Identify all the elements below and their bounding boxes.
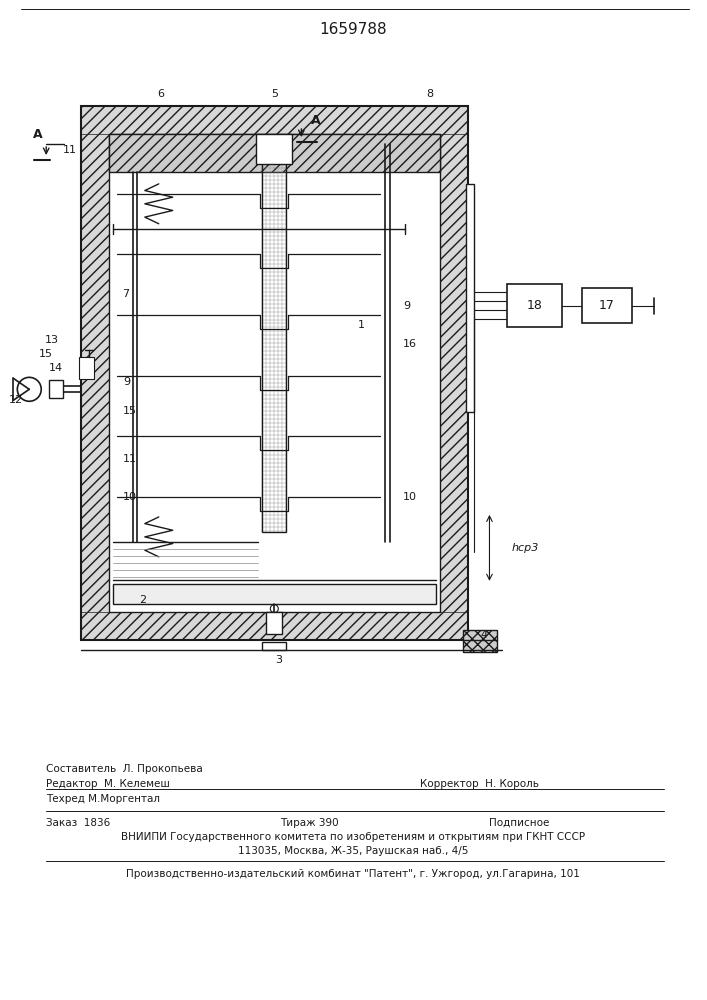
Text: hср3: hср3: [511, 543, 539, 553]
Bar: [81, 106, 467, 134]
Text: Составитель  Л. Прокопьева: Составитель Л. Прокопьева: [46, 764, 203, 774]
Bar: [508, 284, 562, 327]
Bar: [257, 134, 292, 164]
Text: Корректор  Н. Король: Корректор Н. Король: [420, 779, 539, 789]
Text: Техред М.Моргентал: Техред М.Моргентал: [46, 794, 160, 804]
Bar: [79, 357, 94, 379]
Bar: [81, 106, 467, 640]
Text: Редактор  М. Келемеш: Редактор М. Келемеш: [46, 779, 170, 789]
Circle shape: [270, 152, 279, 160]
Text: 3: 3: [275, 655, 282, 665]
Text: 15: 15: [39, 349, 53, 359]
Circle shape: [18, 377, 41, 401]
Bar: [109, 134, 440, 172]
Text: 4: 4: [481, 630, 488, 640]
Text: 8: 8: [426, 89, 433, 99]
Bar: [462, 630, 498, 652]
Text: 18: 18: [527, 299, 543, 312]
Text: Тираж 390: Тираж 390: [280, 818, 339, 828]
Text: Производственно-издательский комбинат "Патент", г. Ужгород, ул.Гагарина, 101: Производственно-издательский комбинат "П…: [126, 869, 580, 879]
Text: 13: 13: [45, 335, 59, 345]
Bar: [267, 612, 282, 634]
Text: 1659788: 1659788: [319, 22, 387, 37]
Bar: [582, 288, 632, 323]
Bar: [109, 134, 440, 612]
Bar: [262, 144, 286, 532]
Text: 6: 6: [157, 89, 164, 99]
Text: A: A: [310, 114, 320, 127]
Text: 10: 10: [403, 492, 417, 502]
Text: 17: 17: [599, 299, 615, 312]
Bar: [465, 184, 474, 412]
Text: 2: 2: [139, 595, 146, 605]
Text: 16: 16: [403, 339, 417, 349]
Text: 15: 15: [123, 406, 137, 416]
Bar: [440, 106, 467, 640]
Text: 10: 10: [123, 492, 137, 502]
Text: 5: 5: [271, 89, 278, 99]
Text: 12: 12: [9, 395, 23, 405]
Text: 11: 11: [123, 454, 137, 464]
Text: 9: 9: [123, 377, 130, 387]
Bar: [113, 584, 436, 604]
Bar: [262, 642, 286, 650]
Text: 14: 14: [49, 363, 63, 373]
Text: Заказ  1836: Заказ 1836: [46, 818, 110, 828]
Text: Подписное: Подписное: [489, 818, 550, 828]
Bar: [81, 612, 467, 640]
Text: 7: 7: [122, 289, 129, 299]
Text: 113035, Москва, Ж-35, Раушская наб., 4/5: 113035, Москва, Ж-35, Раушская наб., 4/5: [238, 846, 468, 856]
Text: ВНИИПИ Государственного комитета по изобретениям и открытиям при ГКНТ СССР: ВНИИПИ Государственного комитета по изоб…: [121, 832, 585, 842]
Circle shape: [270, 605, 279, 613]
Text: 1: 1: [358, 320, 365, 330]
Bar: [49, 380, 63, 398]
Text: 9: 9: [403, 301, 410, 311]
Bar: [81, 106, 109, 640]
Text: 11: 11: [63, 145, 77, 155]
Bar: [109, 134, 440, 172]
Text: A: A: [33, 128, 43, 141]
